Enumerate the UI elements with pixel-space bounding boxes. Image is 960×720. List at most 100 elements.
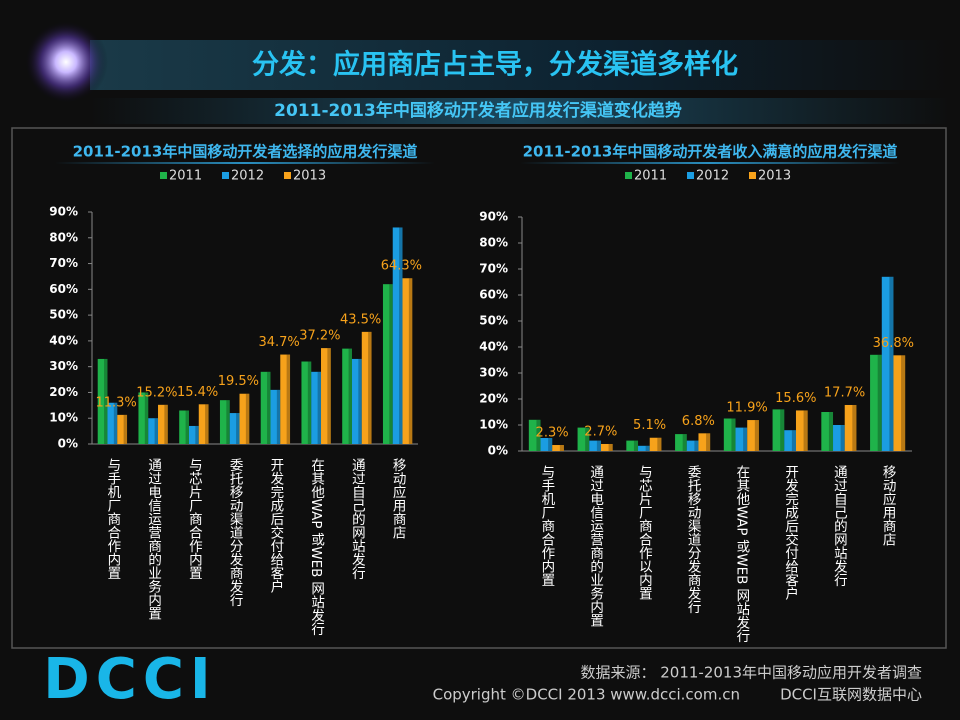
bar: [528, 419, 541, 451]
y-tick-label: 50%: [479, 314, 508, 328]
x-tick-label: 通过电信运营商的业务内置: [145, 458, 162, 621]
bar: [229, 413, 240, 444]
legend-swatch: [687, 172, 694, 179]
bar-shade: [307, 361, 312, 444]
bar: [97, 358, 108, 444]
bar-shade: [286, 354, 291, 444]
y-tick-label: 30%: [479, 366, 508, 380]
bar: [301, 361, 312, 444]
bar-shade: [596, 440, 601, 451]
bar: [675, 434, 687, 451]
x-tick-label: 与手机厂商合作内置: [538, 465, 555, 587]
value-label: 2.7%: [584, 424, 617, 439]
x-tick-label: 在其他WAP 或WEB 网站发行: [308, 458, 325, 637]
value-label: 19.5%: [218, 374, 259, 389]
y-tick-label: 30%: [49, 359, 78, 373]
value-label: 15.4%: [177, 385, 218, 400]
y-tick-label: 10%: [479, 418, 508, 432]
bar: [626, 440, 639, 451]
bar: [735, 427, 748, 451]
x-tick-label: 与芯片厂商合作以内置: [636, 465, 653, 601]
bar-shade: [113, 402, 118, 444]
bar-shade: [205, 404, 209, 444]
bar: [844, 404, 857, 451]
bar-shade: [408, 278, 413, 444]
bar-shade: [608, 443, 613, 451]
bar: [219, 400, 230, 444]
slide-title: 分发：应用商店占主导，分发渠道多样化: [252, 49, 738, 81]
legend-swatch: [625, 172, 632, 179]
bar-shade: [791, 430, 796, 451]
y-tick-label: 80%: [49, 230, 78, 244]
bar: [117, 414, 128, 444]
chart-panel: [11, 127, 947, 649]
bar-shade: [559, 445, 564, 451]
bar-shade: [327, 348, 331, 444]
bar: [540, 438, 553, 451]
bar-shade: [889, 276, 894, 451]
logo: DCCI: [43, 647, 217, 712]
legend-label: 2012: [696, 169, 729, 184]
value-label: 5.1%: [633, 418, 666, 433]
bar: [198, 404, 209, 444]
y-tick-label: 40%: [479, 340, 508, 354]
y-tick-label: 20%: [479, 392, 508, 406]
bar: [239, 393, 250, 444]
x-tick-label: 通过自己的网站发行: [349, 458, 366, 581]
y-tick-label: 80%: [479, 236, 508, 250]
bar-shade: [267, 371, 271, 444]
value-label: 37.2%: [299, 329, 340, 344]
bar: [870, 354, 882, 451]
y-tick-label: 90%: [49, 205, 78, 219]
legend-swatch: [284, 172, 291, 179]
x-tick-label: 移动应用商店: [880, 465, 897, 547]
bar-shade: [104, 358, 108, 444]
bar-shade: [780, 409, 785, 451]
legend-label: 2011: [634, 169, 667, 184]
x-tick-label: 委托移动渠道分发商发行: [685, 465, 702, 615]
bar: [270, 389, 281, 444]
x-tick-label: 与手机厂商合作内置: [104, 458, 121, 580]
bar-shade: [245, 393, 250, 444]
bar-shade: [657, 437, 662, 451]
bar-shade: [754, 420, 759, 451]
bar: [552, 445, 564, 451]
slide-subtitle: 2011-2013年中国移动开发者应用发行渠道变化趋势: [274, 100, 682, 121]
bar: [784, 430, 796, 451]
x-tick-label: 与芯片厂商合作内置: [186, 458, 203, 580]
copyright: Copyright ©DCCI 2013 www.dcci.com.cn: [433, 686, 740, 704]
legend-label: 2013: [293, 169, 326, 184]
y-tick-label: 10%: [49, 411, 78, 425]
bar: [589, 440, 601, 451]
bar-shade: [901, 355, 906, 451]
bar-shade: [368, 331, 372, 444]
legend-swatch: [749, 172, 756, 179]
x-tick-label: 移动应用商店: [390, 458, 407, 540]
bar: [188, 425, 199, 444]
chart-title: 2011-2013年中国移动开发者收入满意的应用发行渠道: [523, 143, 898, 161]
bar: [392, 227, 403, 444]
x-tick-label: 通过自己的网站发行: [831, 465, 848, 588]
bar: [382, 284, 393, 444]
bar-shade: [548, 438, 553, 451]
y-tick-label: 90%: [479, 210, 508, 224]
bar: [280, 354, 291, 444]
value-label: 11.9%: [726, 401, 767, 416]
bar-shade: [694, 440, 699, 451]
value-label: 15.6%: [775, 391, 816, 406]
value-label: 34.7%: [258, 335, 299, 350]
bar-shade: [164, 404, 168, 444]
bar-shade: [276, 389, 281, 444]
bar-shade: [803, 410, 808, 451]
y-tick-label: 40%: [49, 333, 78, 347]
x-tick-label: 通过电信运营商的业务内置: [587, 465, 604, 628]
bar: [686, 440, 699, 451]
bar-shade: [348, 348, 352, 444]
bar: [772, 409, 785, 451]
bar: [821, 412, 834, 451]
x-tick-label: 在其他WAP 或WEB 网站发行: [733, 465, 750, 644]
chart-title: 2011-2013年中国移动开发者选择的应用发行渠道: [73, 143, 418, 161]
x-tick-label: 开发完成后交付给客户: [782, 465, 799, 601]
bar: [698, 433, 711, 451]
bar-shade: [585, 427, 590, 451]
